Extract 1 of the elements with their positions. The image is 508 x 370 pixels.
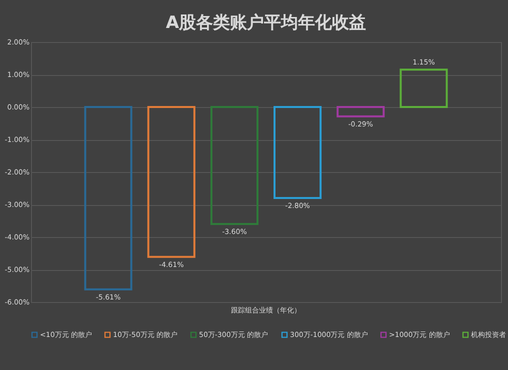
chart-title: A股各类账户平均年化收益 [166,13,366,33]
